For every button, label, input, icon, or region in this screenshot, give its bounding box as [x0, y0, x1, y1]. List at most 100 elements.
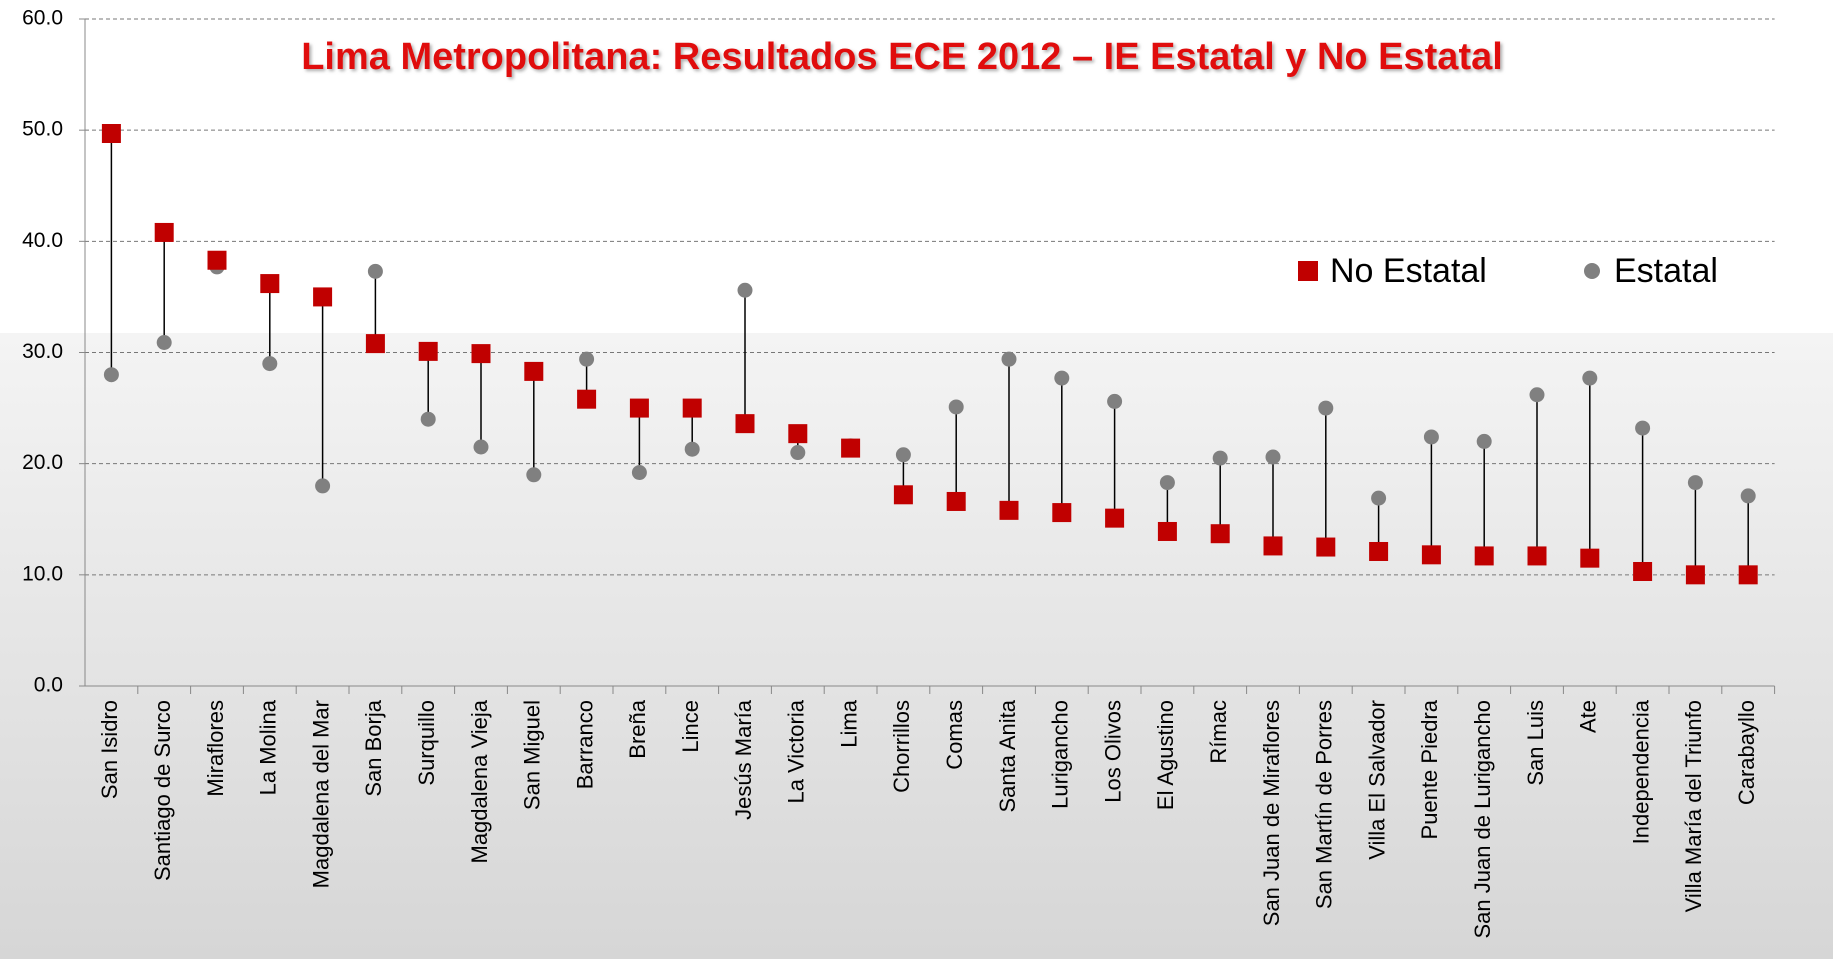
- point: [1685, 565, 1705, 585]
- x-tick-label: Jesús María: [731, 699, 756, 820]
- x-tick-label: Santa Anita: [995, 699, 1020, 812]
- legend-label: No Estatal: [1330, 252, 1487, 290]
- point: [1527, 546, 1547, 566]
- point: [365, 334, 385, 354]
- point: [473, 439, 489, 455]
- point: [262, 356, 278, 372]
- point: [999, 500, 1019, 520]
- point: [101, 124, 121, 144]
- point: [1476, 433, 1492, 449]
- x-tick-label: Ate: [1576, 700, 1601, 733]
- point: [156, 334, 172, 350]
- y-tick-label: 40.0: [22, 229, 63, 252]
- x-tick-label: Comas: [942, 700, 967, 770]
- point: [1635, 420, 1651, 436]
- point: [895, 447, 911, 463]
- point: [418, 341, 438, 361]
- point: [260, 274, 280, 294]
- x-tick-label: Lurigancho: [1048, 700, 1073, 809]
- point: [790, 445, 806, 461]
- point: [788, 424, 808, 444]
- x-tick-label: Villa María del Triunfo: [1681, 700, 1706, 912]
- point: [313, 287, 333, 307]
- point: [1263, 536, 1283, 556]
- x-tick-label: Lima: [836, 699, 861, 747]
- point: [1001, 351, 1017, 367]
- point: [1687, 475, 1703, 491]
- point: [1107, 393, 1123, 409]
- point: [735, 414, 755, 434]
- point: [1054, 370, 1070, 386]
- x-tick-label: Los Olivos: [1100, 700, 1125, 803]
- x-tick-label: Miraflores: [203, 700, 228, 797]
- point: [1529, 387, 1545, 403]
- point: [526, 467, 542, 483]
- x-tick-label: Independencia: [1628, 699, 1653, 844]
- x-tick-label: La Victoria: [784, 699, 809, 803]
- x-tick-label: San Juan de Miraflores: [1259, 700, 1284, 926]
- point: [631, 465, 647, 481]
- x-tick-label: Carabayllo: [1734, 700, 1759, 805]
- point: [1052, 503, 1072, 523]
- point: [1740, 488, 1756, 504]
- x-tick-label: Lince: [678, 700, 703, 753]
- y-tick-label: 60.0: [22, 7, 63, 30]
- x-tick-label: Villa El Salvador: [1364, 700, 1389, 860]
- y-tick-label: 10.0: [22, 562, 63, 585]
- point: [1265, 449, 1281, 465]
- point: [1423, 429, 1439, 445]
- x-tick-label: Barranco: [572, 700, 597, 789]
- point: [1212, 450, 1228, 466]
- point: [737, 282, 753, 298]
- point: [1738, 565, 1758, 585]
- x-tick-label: Breña: [625, 699, 650, 758]
- x-tick-label: San Martín de Porres: [1312, 700, 1337, 909]
- x-tick-label: San Luis: [1523, 700, 1548, 786]
- point: [367, 263, 383, 279]
- legend-label: Estatal: [1614, 252, 1718, 290]
- y-tick-label: 0.0: [34, 674, 63, 697]
- point: [893, 485, 913, 505]
- point: [1210, 524, 1230, 544]
- point: [1474, 546, 1494, 566]
- point: [471, 344, 491, 364]
- point: [1580, 548, 1600, 568]
- x-tick-label: Magdalena Vieja: [467, 699, 492, 863]
- point: [420, 411, 436, 427]
- point: [1582, 370, 1598, 386]
- background-panel: [0, 333, 1833, 959]
- point: [1633, 561, 1653, 581]
- point: [1421, 545, 1441, 565]
- point: [1318, 400, 1334, 416]
- point: [1159, 475, 1175, 491]
- point: [1157, 521, 1177, 541]
- x-tick-label: Surquillo: [414, 700, 439, 786]
- x-tick-label: Chorrillos: [889, 700, 914, 793]
- point: [946, 491, 966, 511]
- y-tick-label: 20.0: [22, 451, 63, 474]
- point: [682, 398, 702, 418]
- point: [841, 438, 861, 458]
- x-tick-label: San Isidro: [97, 700, 122, 799]
- point: [103, 367, 119, 383]
- plot: 0.0 10.0 20.0 30.0 40.0 50.0 60.0 San Isidro San…: [22, 7, 1776, 939]
- x-tick-label: El Agustino: [1153, 700, 1178, 810]
- point: [315, 478, 331, 494]
- x-tick-label: San Miguel: [520, 700, 545, 810]
- x-tick-label: San Borja: [361, 699, 386, 796]
- x-tick-label: Santiago de Surco: [150, 700, 175, 881]
- y-tick-label: 30.0: [22, 340, 63, 363]
- point: [577, 389, 597, 409]
- point: [684, 441, 700, 457]
- point: [1369, 541, 1389, 561]
- x-tick-label: La Molina: [256, 699, 281, 795]
- point: [629, 398, 649, 418]
- point: [1371, 490, 1387, 506]
- y-tick-label: 50.0: [22, 118, 63, 141]
- point: [948, 399, 964, 415]
- x-tick-label: Puente Piedra: [1417, 699, 1442, 839]
- point: [207, 250, 227, 270]
- point: [1105, 508, 1125, 528]
- legend-marker: [1584, 263, 1600, 279]
